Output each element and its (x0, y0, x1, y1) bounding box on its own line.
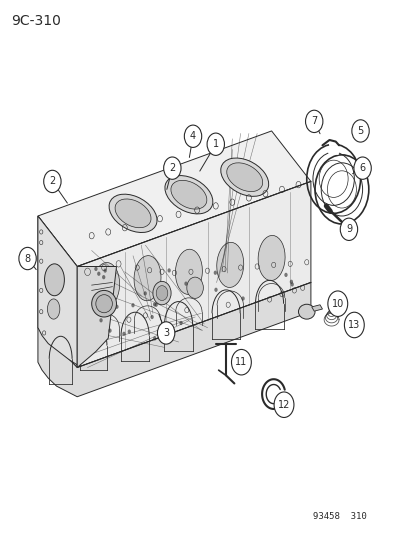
Circle shape (154, 303, 158, 307)
Ellipse shape (217, 243, 244, 287)
Circle shape (215, 288, 217, 292)
Polygon shape (77, 266, 117, 368)
Ellipse shape (93, 263, 120, 308)
Ellipse shape (298, 304, 315, 319)
Circle shape (99, 318, 103, 322)
Ellipse shape (92, 290, 117, 317)
Text: 1: 1 (213, 139, 219, 149)
Circle shape (184, 281, 188, 286)
Polygon shape (38, 282, 311, 397)
Text: 8: 8 (24, 254, 31, 263)
Circle shape (179, 321, 183, 325)
Circle shape (168, 268, 171, 272)
Circle shape (274, 392, 294, 417)
Text: 6: 6 (359, 163, 366, 173)
Text: 9C-310: 9C-310 (11, 14, 61, 28)
Circle shape (290, 280, 293, 284)
Circle shape (352, 120, 369, 142)
Circle shape (184, 125, 202, 148)
Circle shape (97, 272, 100, 276)
Circle shape (122, 332, 126, 336)
Ellipse shape (171, 180, 207, 209)
Text: 5: 5 (357, 126, 364, 136)
Circle shape (164, 157, 181, 179)
Ellipse shape (165, 175, 213, 214)
Ellipse shape (134, 256, 161, 301)
Ellipse shape (115, 199, 151, 228)
Circle shape (354, 157, 371, 179)
Circle shape (290, 282, 294, 287)
Text: 4: 4 (190, 131, 196, 141)
Ellipse shape (44, 264, 64, 296)
Ellipse shape (176, 249, 203, 294)
Circle shape (153, 336, 156, 341)
Text: 11: 11 (235, 357, 247, 367)
Circle shape (103, 269, 107, 273)
Text: 7: 7 (311, 116, 317, 126)
Circle shape (44, 170, 61, 192)
Polygon shape (38, 216, 77, 365)
Circle shape (157, 322, 175, 344)
Polygon shape (38, 131, 311, 266)
Circle shape (284, 273, 288, 277)
Text: 3: 3 (163, 328, 169, 338)
Circle shape (94, 267, 98, 271)
Circle shape (242, 296, 245, 301)
Text: 2: 2 (169, 163, 176, 173)
Circle shape (232, 350, 251, 375)
Text: 10: 10 (332, 298, 344, 309)
Circle shape (151, 315, 154, 319)
Circle shape (102, 275, 105, 279)
Text: 13: 13 (348, 320, 361, 330)
Circle shape (144, 292, 147, 295)
Polygon shape (77, 181, 311, 368)
Ellipse shape (96, 295, 112, 313)
Circle shape (305, 110, 323, 133)
Circle shape (207, 133, 225, 156)
Circle shape (328, 291, 348, 317)
Text: 9: 9 (346, 224, 352, 235)
Circle shape (340, 218, 358, 240)
Polygon shape (38, 216, 77, 368)
Circle shape (156, 286, 168, 301)
Ellipse shape (47, 299, 60, 319)
Circle shape (187, 277, 203, 298)
Text: 2: 2 (49, 176, 56, 187)
Polygon shape (312, 305, 322, 311)
Circle shape (214, 271, 217, 275)
Circle shape (344, 312, 364, 338)
Ellipse shape (221, 158, 269, 196)
Circle shape (115, 305, 119, 309)
Circle shape (19, 247, 36, 270)
Circle shape (131, 303, 134, 308)
Circle shape (153, 281, 171, 305)
Ellipse shape (258, 236, 285, 280)
Text: 93458  310: 93458 310 (313, 512, 367, 521)
Circle shape (153, 302, 156, 306)
Ellipse shape (227, 163, 263, 191)
Ellipse shape (109, 194, 157, 232)
Circle shape (108, 328, 112, 333)
Text: 12: 12 (278, 400, 290, 410)
Circle shape (128, 329, 131, 334)
